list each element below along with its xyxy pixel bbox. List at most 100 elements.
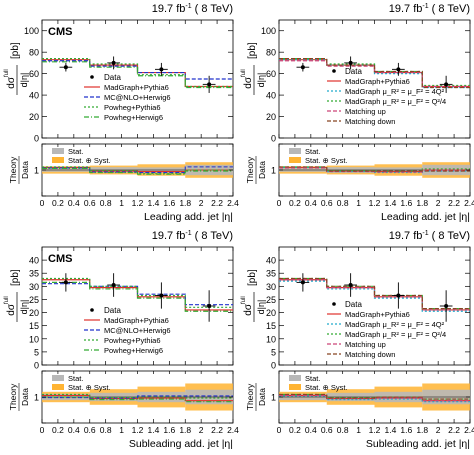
y-label-unit: [pb] <box>10 42 21 59</box>
legend-label: MadGraph+Pythia6 <box>345 77 410 86</box>
ratio-series-line-3 <box>42 393 233 399</box>
x-tick-label: 1 <box>119 425 124 435</box>
x-tick-label: 0.2 <box>52 425 64 435</box>
ratio-y-label-bottom: Data <box>20 388 30 406</box>
x-tick-label: 2 <box>436 425 441 435</box>
y-tick-label: 80 <box>266 48 276 58</box>
y-tick-label: 40 <box>266 91 276 101</box>
y-tick-label: 10 <box>266 334 276 344</box>
legend-label: Powheg+Herwig6 <box>104 113 163 122</box>
x-tick-label: 1.8 <box>179 198 191 208</box>
ratio-y-label-top: Theory <box>245 156 255 183</box>
lumi-value: 19.7 fb <box>389 230 423 242</box>
y-label-denominator: d|η| <box>256 73 266 88</box>
ratio-y-label-top: Theory <box>245 383 255 410</box>
y-tick-label: 100 <box>24 26 39 36</box>
data-point <box>300 280 305 285</box>
y-label-superscript: full <box>241 296 247 304</box>
data-point <box>396 293 401 298</box>
x-axis-label: Leading add. jet |η| <box>381 211 470 223</box>
ratio-series-line-4 <box>42 167 233 175</box>
y-tick-label: 15 <box>29 321 39 331</box>
x-tick-label: 0.8 <box>337 425 349 435</box>
data-point <box>396 67 401 72</box>
legend-label: MadGraph+Pythia6 <box>104 83 169 92</box>
lumi-value: 19.7 fb <box>389 3 423 15</box>
legend-data-marker <box>90 75 94 79</box>
x-tick-label: 1.2 <box>132 425 144 435</box>
legend: DataMadGraph+Pythia6MC@NLO+Herwig6Powheg… <box>84 306 171 355</box>
y-tick-label: 0 <box>271 361 276 371</box>
y-label-numerator: dσ <box>6 303 17 316</box>
chart-panel-3: 19.7 fb-1 ( 8 TeV)CMS0510152025303540dσf… <box>4 230 239 450</box>
x-tick-label: 2.4 <box>464 198 474 208</box>
y-tick-label: 0 <box>271 134 276 144</box>
data-point <box>348 283 353 288</box>
x-tick-label: 0 <box>277 198 282 208</box>
x-tick-label: 1.2 <box>369 425 381 435</box>
energy-value: ( 8 TeV) <box>429 3 470 15</box>
x-tick-label: 1.6 <box>163 425 175 435</box>
x-tick-label: 0.6 <box>84 198 96 208</box>
x-tick-label: 0.4 <box>305 425 317 435</box>
legend-data-label: Data <box>104 306 121 315</box>
y-tick-label: 35 <box>29 269 39 279</box>
x-tick-label: 0.2 <box>289 425 301 435</box>
legend-label: Matching down <box>345 117 395 126</box>
y-label-superscript: full <box>4 69 10 77</box>
y-tick-label: 5 <box>271 347 276 357</box>
ratio-y-axis-label: Theory Data <box>245 383 267 411</box>
x-tick-label: 0.2 <box>289 198 301 208</box>
energy-value: ( 8 TeV) <box>192 3 233 15</box>
legend-data-label: Data <box>345 67 362 76</box>
x-tick-label: 1 <box>119 198 124 208</box>
x-tick-label: 0 <box>277 425 282 435</box>
x-tick-label: 0.6 <box>84 425 96 435</box>
ratio-y-label-bottom: Data <box>257 161 267 179</box>
legend-label: MadGraph+Pythia6 <box>345 310 410 319</box>
legend-label: MC@NLO+Herwig6 <box>104 93 171 102</box>
lumi-value: 19.7 fb <box>152 230 186 242</box>
lumi-label: 19.7 fb-1 ( 8 TeV) <box>152 3 233 15</box>
ratio-series-line-5 <box>279 393 470 400</box>
ratio-series-line-4 <box>42 396 233 403</box>
ratio-y-axis-label: Theory Data <box>8 156 30 184</box>
y-tick-label: 20 <box>29 112 39 122</box>
x-tick-label: 1.4 <box>148 425 160 435</box>
data-point <box>111 60 116 65</box>
x-tick-label: 2.2 <box>211 425 223 435</box>
series-line-4 <box>42 61 233 89</box>
x-tick-label: 1.4 <box>385 425 397 435</box>
ratio-legend-stat-label: Stat. <box>68 374 83 383</box>
ratio-y-label-top: Theory <box>8 156 18 183</box>
ratio-legend-stat-label: Stat. <box>305 147 320 156</box>
y-tick-label: 0 <box>34 134 39 144</box>
x-tick-label: 0.6 <box>321 198 333 208</box>
legend-label: MadGraph μ_R² = μ_F² = Q²/4 <box>345 97 446 106</box>
legend-data-label: Data <box>104 73 121 82</box>
x-tick-label: 1.6 <box>400 198 412 208</box>
energy-value: ( 8 TeV) <box>429 230 470 242</box>
x-tick-label: 0 <box>40 425 45 435</box>
x-tick-label: 2.4 <box>464 425 474 435</box>
x-tick-label: 0.4 <box>68 198 80 208</box>
legend-label: Powheg+Herwig6 <box>104 346 163 355</box>
ratio-legend-syst-swatch <box>289 384 301 390</box>
series-line-5 <box>279 277 470 310</box>
legend-label: MadGraph μ_R² = μ_F² = 4Q² <box>345 320 445 329</box>
legend-label: MadGraph μ_R² = μ_F² = Q²/4 <box>345 330 446 339</box>
y-label-denominator: d|η| <box>19 300 29 315</box>
x-axis-label: Subleading add. jet |η| <box>129 438 233 450</box>
ratio-y-axis-label: Theory Data <box>8 383 30 411</box>
data-point <box>159 67 164 72</box>
series-line-5 <box>279 58 470 89</box>
ratio-y-tick-label: 1 <box>34 166 39 176</box>
x-tick-label: 1.2 <box>369 198 381 208</box>
x-tick-label: 2 <box>436 198 441 208</box>
x-tick-label: 1.4 <box>148 198 160 208</box>
x-tick-label: 1.8 <box>179 425 191 435</box>
legend-label: MC@NLO+Herwig6 <box>104 326 171 335</box>
